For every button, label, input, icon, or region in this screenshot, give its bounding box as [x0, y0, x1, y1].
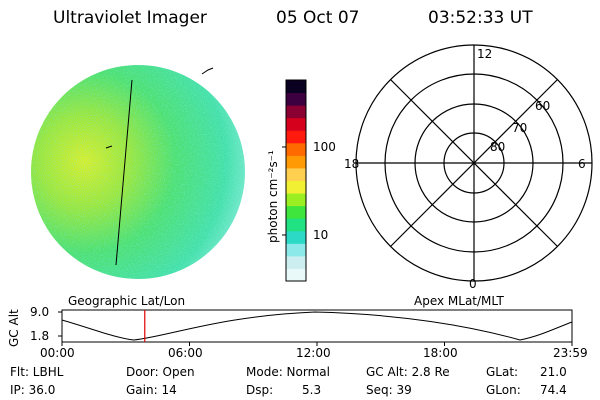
- colorbar-segment: [286, 117, 306, 131]
- colorbar-label: photon cm⁻²s⁻¹: [266, 150, 280, 243]
- uv-image: [31, 65, 245, 279]
- colorbar-segment: [286, 193, 306, 207]
- mlt-label-12: 12: [477, 47, 492, 61]
- lat-label-70: 70: [512, 121, 527, 135]
- gc-ytick-9: 9.0: [30, 305, 49, 319]
- tick-mark-icon: [105, 145, 113, 149]
- gain-status: Gain: 14: [126, 383, 177, 397]
- gc-alt-status: GC Alt: 2.8 Re: [366, 365, 450, 379]
- gc-alt-plot: [58, 309, 573, 346]
- gc-xtick-1: 06:00: [168, 346, 203, 360]
- colorbar-segment: [286, 130, 306, 144]
- colorbar-tick-10: 10: [313, 228, 328, 242]
- colorbar-segment: [286, 180, 306, 194]
- ip-status: IP: 36.0: [10, 383, 56, 397]
- filter-status: Flt: LBHL: [10, 365, 64, 379]
- colorbar-segment: [286, 80, 306, 94]
- colorbar-segment: [286, 243, 306, 257]
- colorbar-segment: [286, 105, 306, 119]
- mlt-label-18: 18: [344, 157, 359, 171]
- time-label: 03:52:33 UT: [428, 8, 533, 28]
- gc-xtick-2: 12:00: [296, 346, 331, 360]
- colorbar-segment: [286, 218, 306, 232]
- orbit-track-line: [115, 79, 133, 266]
- polar-plot: [355, 44, 593, 282]
- colorbar: [286, 80, 306, 282]
- apex-label: Apex MLat/MLT: [414, 294, 504, 308]
- glon-label: GLon:: [486, 383, 521, 397]
- door-status: Door: Open: [126, 365, 195, 379]
- lat-label-80: 80: [490, 140, 505, 154]
- gc-xtick-0: 00:00: [40, 346, 75, 360]
- glat-label: GLat:: [486, 365, 519, 379]
- gc-xtick-3: 18:00: [423, 346, 458, 360]
- colorbar-segment: [286, 167, 306, 181]
- colorbar-segment: [286, 205, 306, 219]
- colorbar-segment: [286, 155, 306, 169]
- glat-value: 21.0: [540, 365, 567, 379]
- limb-marker-icon: [201, 67, 214, 75]
- gc-xtick-4: 23:59: [553, 346, 588, 360]
- dsp-value: 5.3: [302, 383, 322, 397]
- gc-alt-ylabel: GC Alt: [7, 309, 21, 347]
- colorbar-segment: [286, 230, 306, 244]
- gc-ytick-1-8: 1.8: [30, 329, 49, 343]
- glon-value: 74.4: [540, 383, 567, 397]
- seq-status: Seq: 39: [366, 383, 412, 397]
- date-label: 05 Oct 07: [276, 8, 360, 28]
- geographic-label: Geographic Lat/Lon: [68, 294, 185, 308]
- colorbar-tick-100: 100: [313, 140, 336, 154]
- mode-status: Mode: Normal: [246, 365, 330, 379]
- dsp-label: Dsp:: [246, 383, 274, 397]
- lat-label-60: 60: [535, 99, 550, 113]
- mlt-label-6: 6: [578, 157, 586, 171]
- colorbar-segment: [286, 92, 306, 106]
- colorbar-segment: [286, 255, 306, 269]
- colorbar-segment: [286, 268, 306, 282]
- instrument-title: Ultraviolet Imager: [53, 8, 207, 28]
- colorbar-segment: [286, 142, 306, 156]
- mlt-label-0: 0: [469, 277, 477, 291]
- gc-alt-curve: [61, 311, 573, 341]
